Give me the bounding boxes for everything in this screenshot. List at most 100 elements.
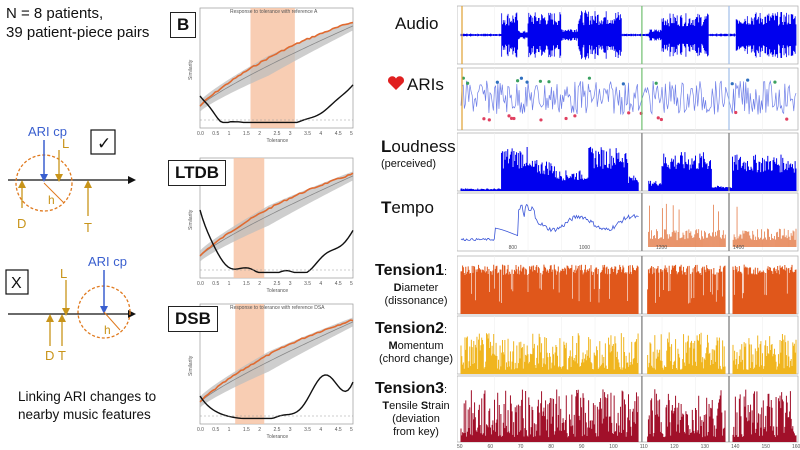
- bottom-tick-label: 80: [548, 444, 554, 450]
- check-icon: ✓: [97, 134, 111, 154]
- ari-changepoint-marker: [482, 117, 486, 121]
- axis-arrowhead: [128, 176, 136, 184]
- audio-panel: [457, 5, 799, 65]
- loudness-panel: [457, 132, 799, 192]
- null-band: [200, 21, 353, 112]
- D-label: D: [17, 216, 26, 231]
- x-tick-label: 4.5: [335, 427, 342, 433]
- ari-cp-label: ARI cp: [28, 124, 67, 139]
- audio-label: Audio: [395, 14, 439, 33]
- x-mark: X: [11, 275, 22, 292]
- pvalue-curve: [199, 374, 354, 420]
- ari-changepoint-marker: [466, 81, 470, 85]
- x-tick-label: 1.5: [243, 131, 250, 137]
- x-tick-label: 3: [289, 131, 292, 137]
- plot-title: Response to tolerance with reference DSA: [230, 305, 325, 311]
- ari-changepoint-marker: [487, 118, 491, 122]
- x-tick-label: 2: [258, 281, 261, 287]
- bottom-tick-label: 110: [640, 444, 648, 450]
- x-tick-label: 3: [289, 427, 292, 433]
- x-tick-label: 2.5: [274, 427, 281, 433]
- ari-changepoint-marker: [516, 79, 520, 83]
- check-box: [90, 129, 116, 155]
- ari-changepoint-marker: [627, 111, 631, 115]
- tempo-tick-label: 800: [509, 245, 518, 251]
- ari-changepoint-marker: [621, 82, 625, 86]
- tension-bars: [460, 332, 797, 374]
- left-header: N = 8 patients, 39 patient-piece pairs: [6, 4, 149, 42]
- ari-changepoint-marker: [659, 117, 663, 122]
- D-label: D: [45, 348, 54, 363]
- ari-changepoint-marker: [654, 81, 658, 85]
- bottom-tick-label: 50: [457, 444, 463, 450]
- ari-changepoint-marker: [509, 116, 514, 120]
- x-tick-label: 2.5: [274, 281, 281, 287]
- x-axis-label: Tolerance: [267, 288, 289, 294]
- header-line-2: 39 patient-piece pairs: [6, 24, 150, 41]
- plot-title: Response to tolerance with reference A: [230, 9, 318, 15]
- ari-changepoint-marker: [507, 114, 511, 118]
- ari-changepoint-marker: [564, 116, 568, 121]
- L-label: L: [60, 266, 67, 281]
- ari-changepoint-marker: [730, 82, 734, 86]
- tempo-label: Tempo: [381, 198, 434, 217]
- plot-label-dsb: DSB: [168, 306, 218, 332]
- pvalue-curve: [199, 84, 354, 124]
- loudness-bars: [460, 146, 797, 191]
- x-tick-label: 4: [319, 427, 322, 433]
- bottom-ari-diagram: ARI cp L h D T X: [5, 254, 136, 363]
- x-tick-label: 0.5: [212, 427, 219, 433]
- ari-changepoint-marker: [495, 80, 499, 84]
- similarity-curve: [199, 21, 354, 107]
- null-band: [200, 171, 353, 262]
- x-tick-label: 3.5: [304, 281, 311, 287]
- ari-changepoint-marker: [734, 110, 738, 115]
- ari-changepoint-marker: [587, 76, 592, 80]
- x-axis-label: Tolerance: [267, 434, 289, 440]
- x-tick-label: 5: [350, 131, 353, 137]
- ari-cp-label: ARI cp: [88, 254, 127, 269]
- similarity-plot-b: 0.0 0.5 1 1.5 2 2.5 3 3.5 4 4.5 5 Tolerance Similari…: [188, 7, 354, 144]
- radius-line: [43, 182, 65, 204]
- x-tick-label: 1: [228, 281, 231, 287]
- left-caption: Linking ARI changes to nearby music feat…: [18, 388, 156, 424]
- caption-line-1: Linking ARI changes to: [18, 389, 157, 404]
- tempo-spikes: [648, 203, 797, 247]
- x-tick-label: 4: [319, 281, 322, 287]
- plot-label-b: B: [170, 12, 197, 38]
- signal-panels: 800 1000 1200 1400 50 60 70 80 90 100 110 120 130 140…: [457, 5, 800, 450]
- similarity-curve: [199, 172, 354, 257]
- ari-series: [460, 79, 797, 116]
- x-tick-label: 1.5: [243, 427, 250, 433]
- plot-label-ltdb: LTDB: [168, 160, 227, 186]
- x-tick-label: 3: [289, 281, 292, 287]
- x-tick-label: 5: [350, 281, 353, 287]
- x-tick-label: 4.5: [335, 281, 342, 287]
- similarity-curve: [199, 319, 354, 403]
- x-tick-label: 4.5: [335, 131, 342, 137]
- tension1-label: Tension1: Diameter (dissonance): [375, 262, 448, 307]
- y-axis-label: Similarity: [188, 209, 194, 230]
- ari-changepoint-marker: [538, 79, 543, 83]
- tension3-panel: [457, 375, 799, 443]
- tempo-tick-label: 1200: [656, 245, 667, 251]
- loudness-label: Loudness (perceived): [381, 137, 456, 170]
- audio-waveform: [460, 10, 797, 60]
- aris-label: ARIs: [407, 75, 444, 94]
- ari-changepoint-marker: [512, 116, 516, 121]
- tempo-tick-label: 1000: [579, 245, 590, 251]
- x-tick-label: 0.0: [197, 131, 204, 137]
- T-label: T: [58, 348, 66, 363]
- bottom-tick-label: 140: [731, 444, 740, 450]
- bottom-tick-label: 130: [701, 444, 710, 450]
- caption-line-2: nearby music features: [18, 407, 151, 422]
- x-tick-label: 0.0: [197, 281, 204, 287]
- h-label: h: [48, 193, 55, 207]
- tempo-line: [460, 204, 639, 241]
- x-tick-label: 3.5: [304, 131, 311, 137]
- x-tick-label: 0.0: [197, 427, 204, 433]
- x-tick-label: 1: [228, 131, 231, 137]
- y-axis-label: Similarity: [188, 59, 194, 80]
- null-band: [200, 317, 353, 408]
- similarity-plot-dsb: 0.0 0.5 1 1.5 2 2.5 3 3.5 4 4.5 5 Tolerance Similari…: [188, 303, 354, 440]
